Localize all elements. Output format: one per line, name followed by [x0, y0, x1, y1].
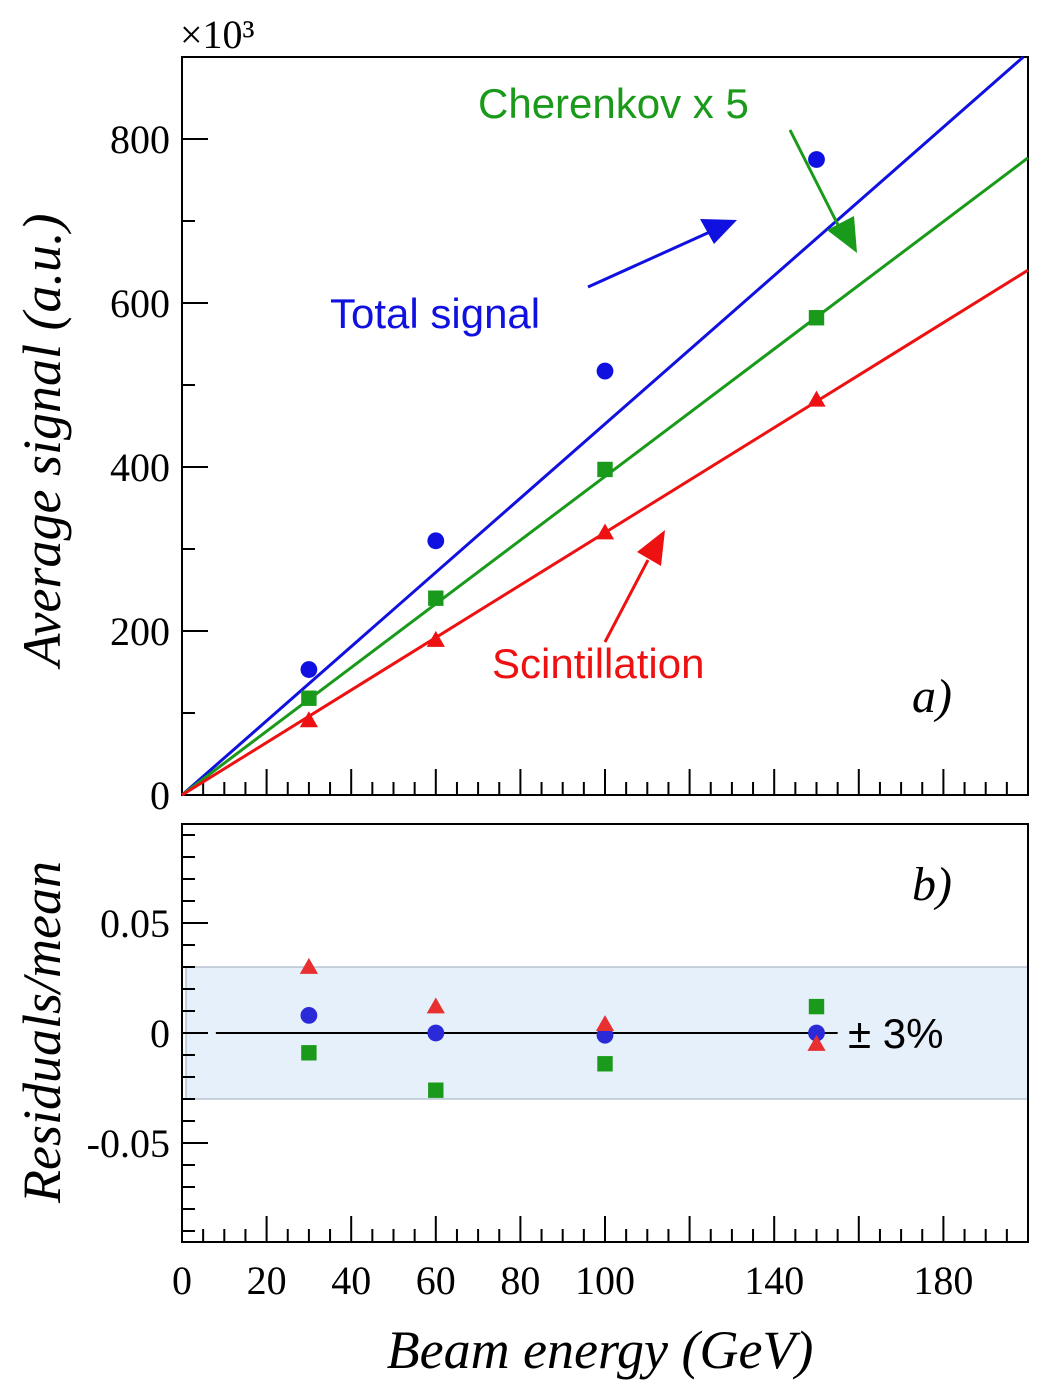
- x-tick-label: 20: [247, 1258, 287, 1303]
- y-tick-label-a: 200: [110, 609, 170, 654]
- panel-label-b: b): [912, 858, 952, 911]
- y-axis-title-a: Average signal (a.u.): [12, 214, 72, 670]
- y-tick-label-a: 800: [110, 117, 170, 162]
- annotation-scintillation: Scintillation: [492, 640, 704, 687]
- arrow-total-signal: [587, 219, 737, 289]
- x-tick-label: 180: [913, 1258, 973, 1303]
- data-point: [427, 532, 445, 550]
- y-tick-label-a: 600: [110, 281, 170, 326]
- y-tick-label-a: 0: [150, 773, 170, 818]
- panel-b-plot: -0.05 0 0.05 0 20 40 60 80 100 140 180 ± 3% Residu…: [12, 823, 1029, 1380]
- panel-b-tick-labels: -0.05 0 0.05 0 20 40 60 80 100 140 180: [87, 901, 974, 1303]
- data-point: [808, 310, 825, 326]
- residual-point: [428, 1082, 444, 1098]
- series-line: [181, 55, 1025, 797]
- data-point: [299, 711, 318, 728]
- data-point: [301, 690, 317, 706]
- arrow-scintillation: [603, 530, 665, 643]
- annotation-total-signal: Total signal: [330, 290, 540, 337]
- data-point: [596, 362, 614, 380]
- panel-a-markers: [299, 151, 826, 728]
- residual-point: [597, 1056, 613, 1072]
- residual-point: [808, 998, 825, 1015]
- residual-point: [426, 997, 445, 1014]
- y-axis-title-b: Residuals/mean: [12, 861, 72, 1204]
- residual-point: [808, 1024, 825, 1042]
- panel-a-plot: 0 200 400 600 800 ×10³ Average signal (a.u.)…: [12, 12, 1029, 818]
- residual-point: [427, 1024, 445, 1042]
- data-point: [807, 390, 826, 407]
- data-point: [300, 661, 318, 678]
- x-tick-label: 140: [744, 1258, 804, 1303]
- data-point: [426, 630, 445, 647]
- panel-a-ticks: [181, 56, 1029, 796]
- residual-point: [807, 1034, 826, 1051]
- x-tick-label: 100: [575, 1258, 635, 1303]
- x-axis-title: Beam energy (GeV): [387, 1320, 814, 1380]
- x-tick-label: 0: [172, 1258, 192, 1303]
- residual-point: [595, 1015, 615, 1032]
- x-tick-label: 60: [416, 1258, 456, 1303]
- residual-point: [301, 1045, 317, 1061]
- data-point: [595, 523, 615, 540]
- panel-b-ticks: [181, 834, 1029, 1242]
- y-tick-label-b: 0: [150, 1011, 170, 1056]
- panel-b-markers: [299, 957, 826, 1098]
- y-exponent-label: ×10³: [180, 12, 255, 57]
- arrow-cherenkov: [788, 129, 857, 253]
- y-tick-label-a: 400: [110, 445, 170, 490]
- panel-label-a: a): [912, 670, 952, 723]
- data-point: [597, 461, 613, 478]
- y-tick-label-b: 0.05: [100, 901, 170, 946]
- band-label: ± 3%: [848, 1010, 943, 1057]
- residual-point: [299, 957, 318, 974]
- annotation-cherenkov: Cherenkov x 5: [478, 80, 749, 127]
- data-point: [808, 151, 825, 168]
- y-tick-label-b: -0.05: [87, 1121, 170, 1166]
- x-tick-label: 80: [500, 1258, 540, 1303]
- x-tick-label: 40: [331, 1258, 371, 1303]
- residual-point: [300, 1007, 318, 1024]
- data-point: [428, 590, 444, 606]
- panel-a-tick-labels: 0 200 400 600 800: [110, 117, 170, 818]
